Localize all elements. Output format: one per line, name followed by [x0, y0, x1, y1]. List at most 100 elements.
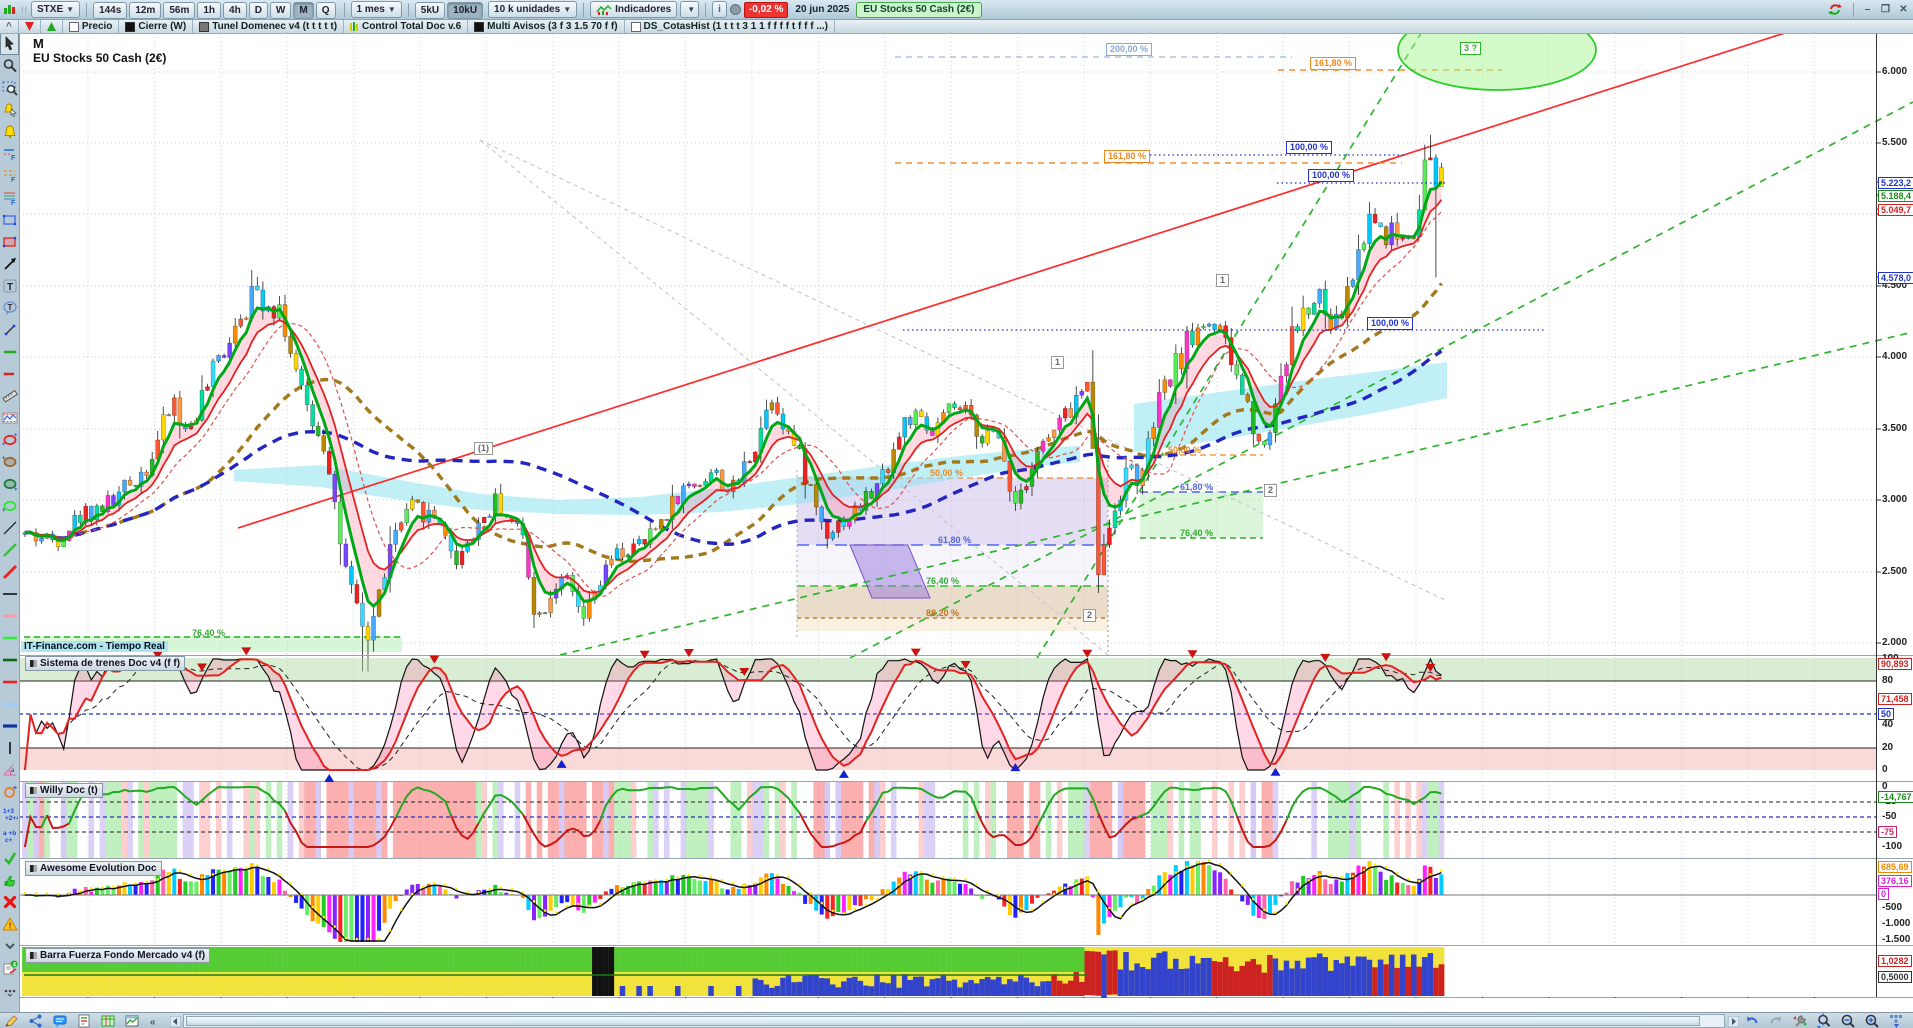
scroll-right-button[interactable]: [1726, 1013, 1740, 1028]
alert-bell-icon[interactable]: [0, 121, 19, 143]
hline-pink-icon[interactable]: [0, 605, 19, 627]
timeframe-button-56m[interactable]: 56m: [163, 2, 196, 19]
letters-icon[interactable]: a +b c+: [0, 825, 19, 847]
zoom-in-icon[interactable]: [1860, 1013, 1884, 1028]
hline-black-icon[interactable]: [0, 583, 19, 605]
zoom-out-icon[interactable]: [1836, 1013, 1860, 1028]
zoom-icon[interactable]: [0, 55, 19, 77]
check-icon[interactable]: [0, 847, 19, 869]
hline-blue-icon[interactable]: [0, 715, 19, 737]
numbers-icon[interactable]: 1+3+2+4: [0, 803, 19, 825]
unit-button-5kU[interactable]: 5kU: [414, 2, 446, 19]
rect-blue-icon[interactable]: [0, 209, 19, 231]
pencil-icon[interactable]: [0, 1013, 24, 1028]
restore-button[interactable]: ❐: [1881, 4, 1890, 15]
chart-window-icon[interactable]: [120, 1013, 144, 1028]
checkbox-icon[interactable]: [630, 21, 641, 32]
mini-green-icon[interactable]: [0, 341, 19, 363]
ellipse-dgreen-icon[interactable]: +: [0, 473, 19, 495]
timeframe-button-1h[interactable]: 1h: [197, 2, 222, 19]
pattern-icon[interactable]: [0, 407, 19, 429]
instrument-pill[interactable]: EU Stocks 50 Cash (2€): [856, 1, 982, 18]
mini-red-icon[interactable]: [0, 363, 19, 385]
units-dropdown[interactable]: 10 k unidades ▼: [488, 1, 578, 18]
fib-a-icon[interactable]: F: [0, 143, 19, 165]
chat-icon[interactable]: [48, 1013, 72, 1028]
table-icon[interactable]: [96, 1013, 120, 1028]
thumb-up-icon[interactable]: [0, 869, 19, 891]
panel-header-2[interactable]: Awesome Evolution Doc: [25, 861, 162, 876]
timeframe-button-12m[interactable]: 12m: [129, 2, 162, 19]
close-button[interactable]: ✕: [1899, 4, 1908, 15]
warning-icon[interactable]: !: [0, 913, 19, 935]
zoom-area-icon[interactable]: [0, 77, 19, 99]
period-dropdown[interactable]: 1 mes ▼: [350, 1, 402, 18]
timeframe-button-D[interactable]: D: [248, 2, 268, 19]
scrollbar-thumb[interactable]: [186, 1016, 1700, 1026]
drag-grip[interactable]: ⁞⁞: [21, 4, 29, 15]
overlay-item-4[interactable]: Multi Avisos (3 f 3 1.5 70 f f): [468, 20, 625, 33]
hline-green-icon[interactable]: [0, 627, 19, 649]
unit-button-10kU[interactable]: 10kU: [447, 2, 484, 19]
diag-black-icon[interactable]: [0, 517, 19, 539]
segment-icon[interactable]: [0, 319, 19, 341]
undo-icon[interactable]: [1740, 1013, 1764, 1028]
redo-icon[interactable]: [1764, 1013, 1788, 1028]
angle-icon[interactable]: a: [0, 759, 19, 781]
fib-c-icon[interactable]: F: [0, 187, 19, 209]
text-bubble-icon[interactable]: T: [0, 297, 19, 319]
hline-lblue-icon[interactable]: [0, 693, 19, 715]
panel-header-0[interactable]: Sistema de trenes Doc v4 (f f): [25, 656, 186, 671]
refresh-icon[interactable]: [1823, 2, 1847, 18]
ellipse-green-icon[interactable]: +: [0, 495, 19, 517]
overlay-item-5[interactable]: DS_CotasHist (1 t t t 3 1 1 f f f f t f …: [625, 20, 835, 33]
ruler-icon[interactable]: [0, 385, 19, 407]
scroll-left-button[interactable]: [168, 1013, 182, 1028]
overlay-item-0[interactable]: Precio: [63, 20, 120, 33]
diag-green-icon[interactable]: [0, 539, 19, 561]
timeframe-button-144s[interactable]: 144s: [93, 2, 128, 19]
ellipse-brown-icon[interactable]: +: [0, 451, 19, 473]
notifications-icon[interactable]: 4: [0, 957, 19, 979]
zoom-fit-icon[interactable]: [1812, 1013, 1836, 1028]
timeframe-button-4h[interactable]: 4h: [223, 2, 247, 19]
minimize-button[interactable]: –: [1864, 4, 1871, 15]
overlay-item-1[interactable]: Cierre (W): [119, 20, 194, 33]
fib-b-icon[interactable]: F: [0, 165, 19, 187]
cross-icon[interactable]: [0, 891, 19, 913]
overlay-item-3[interactable]: Control Total Doc v.6: [344, 20, 469, 33]
timeframe-button-M[interactable]: M: [293, 2, 314, 19]
indicators-button[interactable]: Indicadores: [590, 1, 678, 18]
buy-arrow-icon[interactable]: [41, 20, 63, 33]
overlay-item-2[interactable]: Tunel Domenec v4 (t t t t t): [193, 20, 345, 33]
collapse-left-icon[interactable]: «: [144, 1013, 168, 1028]
report-icon[interactable]: [72, 1013, 96, 1028]
circle-orange-icon[interactable]: +: [0, 781, 19, 803]
pointer-icon[interactable]: [0, 33, 19, 55]
horizontal-scrollbar[interactable]: [183, 1014, 1725, 1028]
timeframe-button-Q[interactable]: Q: [315, 2, 336, 19]
text-icon[interactable]: T: [0, 275, 19, 297]
trend-arrow-icon[interactable]: [0, 253, 19, 275]
checkbox-icon[interactable]: [68, 21, 79, 32]
share-icon[interactable]: [24, 1013, 48, 1028]
ellipse-red-icon[interactable]: + +: [0, 429, 19, 451]
time-axis[interactable]: 2005200620072008200920102011201220132014…: [0, 998, 1913, 1012]
sell-arrow-icon[interactable]: [19, 20, 41, 33]
info-button[interactable]: i: [712, 1, 727, 18]
symbol-selector[interactable]: STXE ▼: [31, 1, 81, 18]
timeframe-button-W[interactable]: W: [269, 2, 292, 19]
panel-header-3[interactable]: Barra Fuerza Fondo Mercado v4 (f): [25, 948, 211, 963]
diag-red-icon[interactable]: [0, 561, 19, 583]
hline-dgreen-icon[interactable]: [0, 649, 19, 671]
indicators-dropdown[interactable]: ▼: [680, 1, 700, 18]
wrench-icon[interactable]: [1788, 1013, 1812, 1028]
columns-icon[interactable]: [1884, 1013, 1908, 1028]
vline-icon[interactable]: [0, 737, 19, 759]
panel-header-1[interactable]: Willy Doc (t): [25, 783, 103, 798]
hline-red-icon[interactable]: [0, 671, 19, 693]
more-dots-icon[interactable]: [0, 979, 19, 1001]
alert-pointer-icon[interactable]: [0, 99, 19, 121]
collapse-toolbar-button[interactable]: ^: [0, 20, 19, 33]
chevron-down-icon[interactable]: [0, 935, 19, 957]
